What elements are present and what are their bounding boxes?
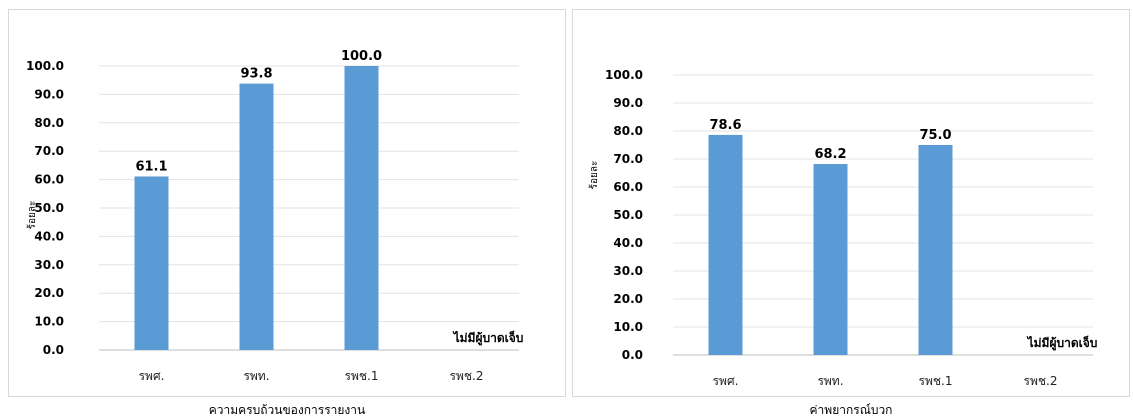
x-tick-label: รพท.	[243, 369, 269, 383]
x-tick-label: รพช.1	[919, 374, 953, 388]
y-tick-label: 10.0	[34, 315, 64, 329]
y-tick-label: 50.0	[34, 201, 64, 215]
y-tick-label: 40.0	[613, 236, 643, 250]
bar-chart-ppv: 0.0 10.0 20.0 30.0 40.0 50.0 60.0 70.0 80.0 90.0 1…	[588, 68, 1098, 388]
y-tick-label: 20.0	[34, 286, 64, 300]
x-tick-label: รพช.2	[1024, 374, 1058, 388]
x-tick-label: รพศ.	[713, 374, 739, 388]
y-tick-label: 50.0	[613, 208, 643, 222]
y-tick-label: 80.0	[34, 116, 64, 130]
y-tick-label: 40.0	[34, 229, 64, 243]
y-axis-title: ร้อยละ	[26, 201, 38, 230]
y-tick-label: 70.0	[34, 144, 64, 158]
y-tick-label: 100.0	[26, 59, 64, 73]
data-label: 68.2	[814, 147, 846, 162]
x-axis-title-completeness: ความครบถ้วนของการรายงาน	[208, 403, 366, 417]
y-axis-title: ร้อยละ	[588, 161, 600, 190]
y-tick-label: 90.0	[613, 96, 643, 110]
chart-panel-completeness: 0.0 10.0 20.0 30.0 40.0 50.0 60.0 70.0 80.0 90.0 1…	[8, 9, 566, 397]
bar	[344, 66, 379, 350]
bar	[239, 83, 274, 350]
x-tick-label: รพท.	[817, 374, 843, 388]
annotation-no-injury: ไม่มีผู้บาดเจ็บ	[452, 330, 524, 346]
annotation-no-injury: ไม่มีผู้บาดเจ็บ	[1026, 335, 1098, 351]
y-tick-label: 70.0	[613, 152, 643, 166]
bar-chart-completeness: 0.0 10.0 20.0 30.0 40.0 50.0 60.0 70.0 80.0 90.0 1…	[26, 49, 524, 383]
y-tick-label: 20.0	[613, 292, 643, 306]
y-tick-label: 30.0	[34, 258, 64, 272]
bar	[813, 164, 848, 355]
data-label: 61.1	[135, 159, 167, 174]
data-label: 75.0	[919, 128, 951, 143]
x-tick-label: รพช.2	[450, 369, 484, 383]
chart-panel-ppv: 0.0 10.0 20.0 30.0 40.0 50.0 60.0 70.0 80.0 90.0 1…	[572, 9, 1130, 397]
x-axis-title-ppv: ค่าพยากรณ์บวก	[809, 403, 893, 417]
data-label: 100.0	[341, 49, 382, 64]
y-tick-label: 30.0	[613, 264, 643, 278]
bar	[134, 176, 169, 350]
y-tick-label: 100.0	[605, 68, 643, 82]
bar	[708, 134, 743, 355]
y-tick-label: 60.0	[613, 180, 643, 194]
x-tick-label: รพช.1	[345, 369, 379, 383]
y-tick-label: 0.0	[43, 343, 64, 357]
y-tick-label: 80.0	[613, 124, 643, 138]
x-tick-label: รพศ.	[139, 369, 165, 383]
y-tick-label: 10.0	[613, 320, 643, 334]
y-tick-label: 0.0	[622, 348, 643, 362]
y-tick-label: 60.0	[34, 173, 64, 187]
data-label: 78.6	[709, 118, 741, 133]
data-label: 93.8	[240, 67, 272, 82]
y-tick-label: 90.0	[34, 87, 64, 101]
bar	[918, 145, 953, 355]
